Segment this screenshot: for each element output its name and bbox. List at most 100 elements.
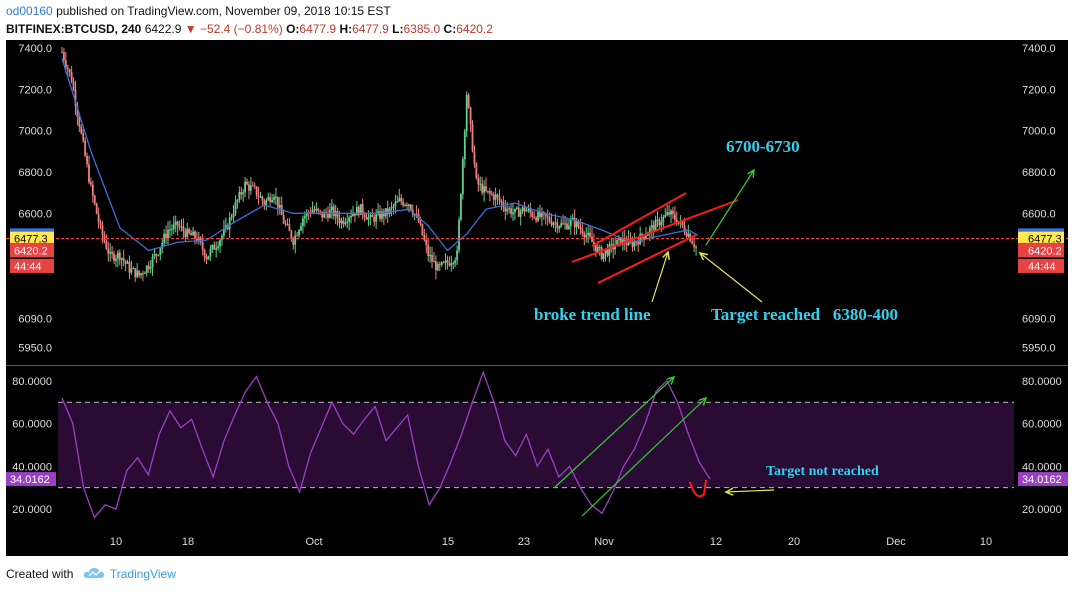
candle-body bbox=[269, 197, 272, 202]
candle-body bbox=[251, 185, 254, 187]
candle-body bbox=[512, 212, 514, 215]
x-tick-label: Dec bbox=[886, 536, 906, 548]
candle-body bbox=[109, 251, 112, 254]
candle-body bbox=[585, 235, 588, 238]
candle-body bbox=[531, 212, 534, 217]
candle-body bbox=[213, 245, 216, 250]
candle-body bbox=[257, 195, 260, 198]
candle-body bbox=[639, 233, 642, 245]
price-tag-left: 6477.3 bbox=[14, 234, 48, 246]
candle-body bbox=[398, 197, 401, 202]
candle-body bbox=[86, 155, 88, 165]
tradingview-link[interactable]: TradingView bbox=[109, 567, 176, 581]
candle-body bbox=[153, 254, 156, 257]
candle-body bbox=[355, 207, 358, 216]
price-tick-label-right: 7200.0 bbox=[1022, 84, 1056, 96]
price-tag-right: 44:44 bbox=[1028, 261, 1056, 273]
candle-body bbox=[589, 232, 591, 237]
price-panel-bg bbox=[56, 40, 1016, 365]
author-link[interactable]: od00160 bbox=[6, 4, 53, 18]
rsi-band bbox=[58, 402, 1014, 488]
candle-body bbox=[693, 243, 696, 248]
candle-body bbox=[500, 200, 503, 203]
candle-body bbox=[93, 195, 96, 204]
price-tick-label-left: 6600.0 bbox=[18, 208, 52, 220]
candle-body bbox=[76, 106, 79, 117]
candle-body bbox=[63, 52, 65, 61]
candle-body bbox=[448, 263, 451, 266]
high-value: 6477.9 bbox=[352, 22, 389, 36]
left-axis-bg bbox=[6, 40, 56, 526]
rsi-tick-label-right: 60.0000 bbox=[1022, 419, 1062, 431]
candle-body bbox=[249, 185, 252, 191]
candle-body bbox=[434, 261, 437, 271]
rsi-trend-arrow-upper bbox=[553, 377, 674, 489]
candle-body bbox=[145, 265, 148, 273]
candle-body bbox=[506, 209, 509, 212]
price-tick-label-left: 6800.0 bbox=[18, 167, 52, 179]
candle-body bbox=[147, 265, 150, 269]
candle-body bbox=[440, 262, 443, 265]
candle-body bbox=[487, 190, 489, 192]
candle-body bbox=[346, 221, 349, 223]
price-change: −52.4 (−0.81%) bbox=[199, 22, 283, 36]
candle-body bbox=[215, 248, 218, 250]
candle-body bbox=[354, 213, 356, 216]
candle-body bbox=[394, 202, 397, 207]
candle-body bbox=[593, 242, 595, 246]
moving-average-line bbox=[61, 58, 699, 252]
tradingview-cloud-icon bbox=[83, 567, 105, 582]
candle-body bbox=[363, 214, 366, 218]
candle-body bbox=[178, 226, 181, 228]
candle-body bbox=[228, 217, 231, 230]
candle-body bbox=[631, 241, 634, 247]
candle-body bbox=[419, 221, 422, 224]
candle-body bbox=[508, 208, 511, 210]
candle-body bbox=[662, 216, 665, 223]
candle-body bbox=[598, 246, 601, 248]
candle-body bbox=[292, 239, 295, 245]
candle-body bbox=[446, 260, 449, 264]
price-tag-left-bg bbox=[10, 231, 54, 246]
candle-body bbox=[95, 203, 98, 214]
candle-body bbox=[209, 249, 212, 256]
candle-body bbox=[203, 250, 206, 258]
candle-body bbox=[406, 204, 408, 207]
upper-channel-line bbox=[591, 192, 687, 247]
candle-body bbox=[373, 216, 376, 222]
candle-body bbox=[625, 243, 628, 246]
candle-body bbox=[571, 217, 574, 220]
candle-body bbox=[230, 217, 233, 219]
candle-body bbox=[473, 151, 476, 164]
x-tick-label: 10 bbox=[110, 536, 122, 548]
candle-body bbox=[454, 260, 457, 264]
candle-body bbox=[170, 229, 173, 231]
candle-body bbox=[469, 107, 472, 125]
candle-body bbox=[196, 238, 198, 241]
close-label: C: bbox=[443, 22, 457, 36]
published-text: published on TradingView.com, November 0… bbox=[56, 4, 391, 18]
candle-body bbox=[575, 221, 578, 228]
candle-body bbox=[479, 183, 482, 185]
x-tick-label: 10 bbox=[980, 536, 992, 548]
x-tick-label: 15 bbox=[442, 536, 454, 548]
ohlc-header: BITFINEX:BTCUSD, 240 6422.9 ▼ −52.4 (−0.… bbox=[6, 22, 493, 36]
candle-body bbox=[97, 213, 100, 223]
broke-trend-arrow bbox=[651, 252, 668, 303]
price-tick-label-right: 7000.0 bbox=[1022, 126, 1056, 138]
price-tag-left: 6420.2 bbox=[14, 245, 48, 257]
candle-body bbox=[386, 208, 389, 214]
candle-body bbox=[687, 233, 690, 237]
candle-body bbox=[670, 210, 672, 215]
candle-body bbox=[458, 219, 460, 251]
chart-area[interactable]: 7400.0 7400.0 7200.0 7200.0 7000.0 7000.0 6800… bbox=[6, 40, 1068, 556]
candle-body bbox=[616, 239, 618, 246]
rsi-tick-label-right: 80.0000 bbox=[1022, 376, 1062, 388]
candle-body bbox=[492, 194, 495, 200]
candle-body bbox=[319, 210, 322, 212]
publish-info: od00160 published on TradingView.com, No… bbox=[6, 4, 391, 18]
candle-body bbox=[465, 95, 468, 131]
candle-body bbox=[450, 263, 453, 266]
candle-body bbox=[350, 216, 352, 218]
candle-body bbox=[594, 245, 597, 252]
